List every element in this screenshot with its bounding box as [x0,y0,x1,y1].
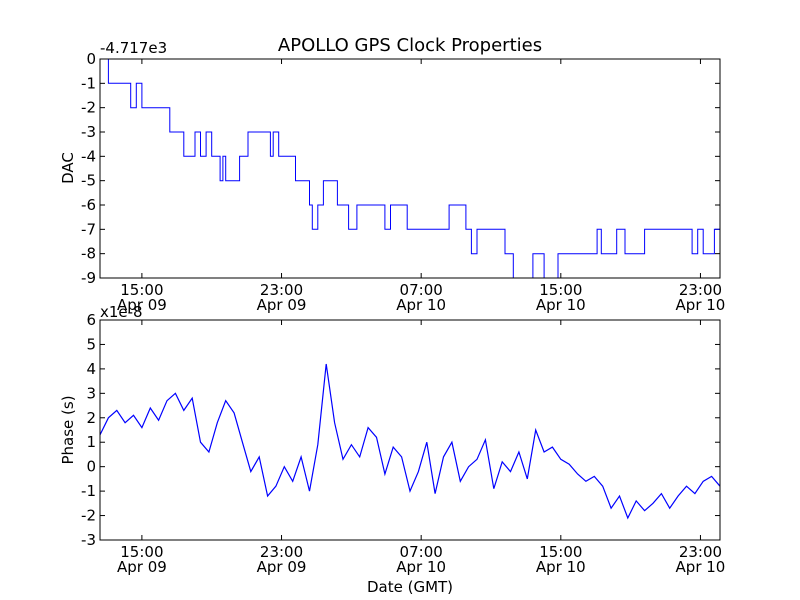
dac-xtick-time-label: 15:00 [539,281,582,299]
dac-ytick-label: -3 [81,123,96,141]
phase-xtick-time-label: 23:00 [260,543,303,561]
phase-xtick-time-label: 15:00 [120,543,163,561]
phase-xtick-time-label: 07:00 [400,543,443,561]
phase-ytick-label: -3 [81,531,96,549]
dac-xtick-date-label: Apr 10 [396,296,446,314]
phase-xtick-time-label: 15:00 [539,543,582,561]
dac-ytick-label: -1 [81,74,96,92]
dac-xtick-date-label: Apr 09 [257,296,307,314]
phase-ytick-label: 1 [86,433,96,451]
phase-ytick-label: -1 [81,482,96,500]
phase-ytick-label: -2 [81,507,96,525]
dac-xtick-date-label: Apr 10 [676,296,726,314]
dac-xtick-time-label: 23:00 [260,281,303,299]
phase-xtick-time-label: 23:00 [679,543,722,561]
phase-ytick-label: 0 [86,458,96,476]
phase-ytick-label: 6 [86,311,96,329]
phase-ytick-label: 2 [86,409,96,427]
phase-offset-label: x1e-8 [100,303,143,321]
dac-ytick-label: -8 [81,245,96,263]
phase-series-line [99,363,721,520]
phase-xtick-date-label: Apr 09 [117,558,167,576]
dac-xtick-time-label: 23:00 [679,281,722,299]
figure-title: APOLLO GPS Clock Properties [278,35,542,56]
dac-axes: APOLLO GPS Clock Properties -4.717e3 DAC… [59,35,725,314]
phase-x-axis-label: Date (GMT) [367,578,453,596]
dac-ytick-label: -4 [81,147,96,165]
dac-y-axis-label: DAC [59,152,77,184]
phase-xtick-date-label: Apr 10 [536,558,586,576]
dac-ytick-label: -9 [81,269,96,287]
phase-xtick-date-label: Apr 10 [676,558,726,576]
phase-ytick-label: 5 [86,335,96,353]
phase-ytick-label: 4 [86,360,96,378]
dac-ytick-label: -2 [81,99,96,117]
dac-axes-frame [99,58,721,279]
phase-axes: x1e-8 Phase (s) Date (GMT) 6 5 4 3 2 1 0 -1 -2 -3… [59,303,725,596]
dac-ytick-label: -7 [81,220,96,238]
dac-xtick-time-label: 15:00 [120,281,163,299]
phase-axes-frame [99,319,721,541]
dac-xtick-date-label: Apr 09 [117,296,167,314]
dac-ytick-label: 0 [86,50,96,68]
dac-offset-label: -4.717e3 [100,39,167,57]
phase-xtick-date-label: Apr 10 [396,558,446,576]
phase-xtick-date-label: Apr 09 [257,558,307,576]
dac-series-line [100,58,720,279]
dac-ytick-label: -6 [81,196,96,214]
phase-ytick-label: 3 [86,384,96,402]
dac-ytick-label: -5 [81,172,96,190]
dac-xtick-time-label: 07:00 [400,281,443,299]
dac-xtick-date-label: Apr 10 [536,296,586,314]
phase-y-axis-label: Phase (s) [59,395,77,464]
